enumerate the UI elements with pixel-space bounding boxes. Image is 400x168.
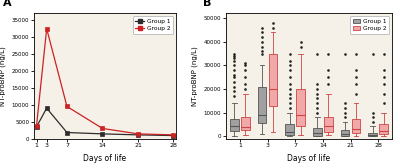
PathPatch shape [241,117,250,130]
PathPatch shape [285,124,294,135]
PathPatch shape [313,128,322,136]
Legend: Group 1, Group 2: Group 1, Group 2 [132,16,173,34]
PathPatch shape [324,117,333,132]
PathPatch shape [340,130,349,136]
Y-axis label: NT-proBNP (ng/L): NT-proBNP (ng/L) [192,46,198,106]
PathPatch shape [379,124,388,134]
X-axis label: Days of life: Days of life [288,154,330,163]
PathPatch shape [269,54,278,106]
Legend: Group 1, Group 2: Group 1, Group 2 [350,16,389,34]
PathPatch shape [258,87,266,123]
X-axis label: Days of life: Days of life [84,154,126,163]
Text: B: B [203,0,211,8]
PathPatch shape [352,119,360,133]
PathPatch shape [368,133,377,136]
Text: A: A [3,0,11,8]
PathPatch shape [296,89,305,126]
PathPatch shape [230,119,239,131]
Y-axis label: NT-proBNP (ng/L): NT-proBNP (ng/L) [0,46,6,106]
